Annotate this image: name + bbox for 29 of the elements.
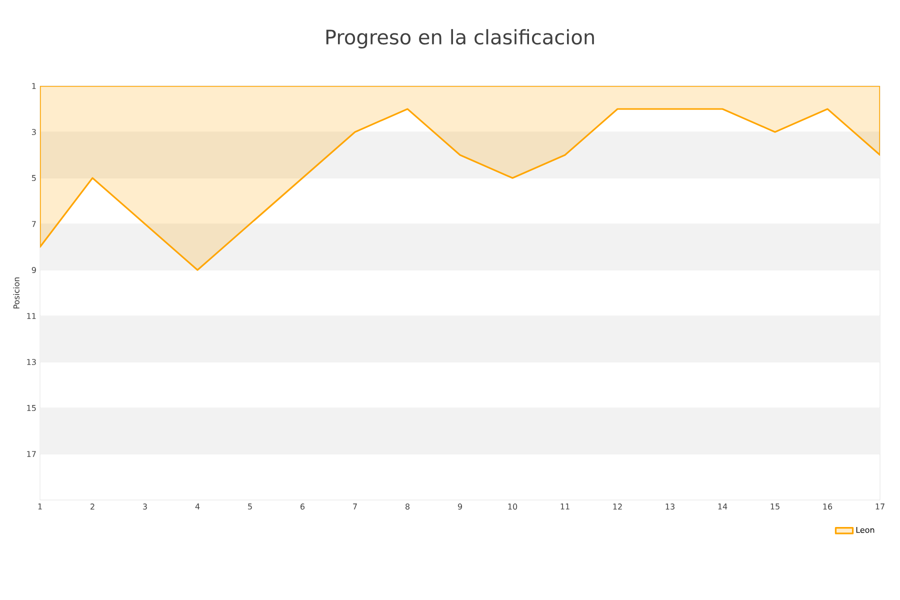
- x-tick-label: 11: [560, 504, 570, 510]
- x-tick-label: 13: [666, 504, 674, 510]
- y-tick-label: 13: [27, 358, 36, 366]
- y-tick-label: 17: [27, 451, 36, 457]
- x-tick-label: 6: [300, 504, 305, 510]
- x-tick-label: 1: [38, 504, 42, 510]
- y-tick-label: 11: [27, 313, 36, 319]
- x-tick-label: 16: [823, 504, 832, 510]
- chart-title: Progreso en la clasificacion: [326, 29, 594, 48]
- x-tick-label: 9: [458, 504, 462, 510]
- x-tick-label: 14: [718, 504, 728, 510]
- y-tick-label: 1: [32, 83, 36, 89]
- x-tick-label: 12: [613, 504, 622, 510]
- x-tick-label: 17: [876, 504, 884, 510]
- x-tick-label: 8: [406, 504, 410, 510]
- y-tick-label: 9: [32, 266, 36, 274]
- x-tick-label: 4: [195, 504, 200, 510]
- y-tick-label: 15: [27, 405, 36, 411]
- x-tick-label: 2: [90, 504, 94, 510]
- x-tick-label: 15: [770, 504, 780, 510]
- legend-label: Leon: [856, 526, 874, 533]
- x-tick-label: 7: [353, 504, 357, 510]
- y-tick-label: 3: [32, 128, 36, 136]
- x-tick-label: 3: [143, 504, 147, 510]
- x-tick-label: 5: [248, 504, 252, 510]
- y-axis-title: Posicion: [13, 277, 20, 308]
- y-tick-label: 7: [32, 221, 36, 227]
- x-tick-label: 10: [508, 504, 518, 510]
- y-tick-label: 5: [32, 175, 36, 181]
